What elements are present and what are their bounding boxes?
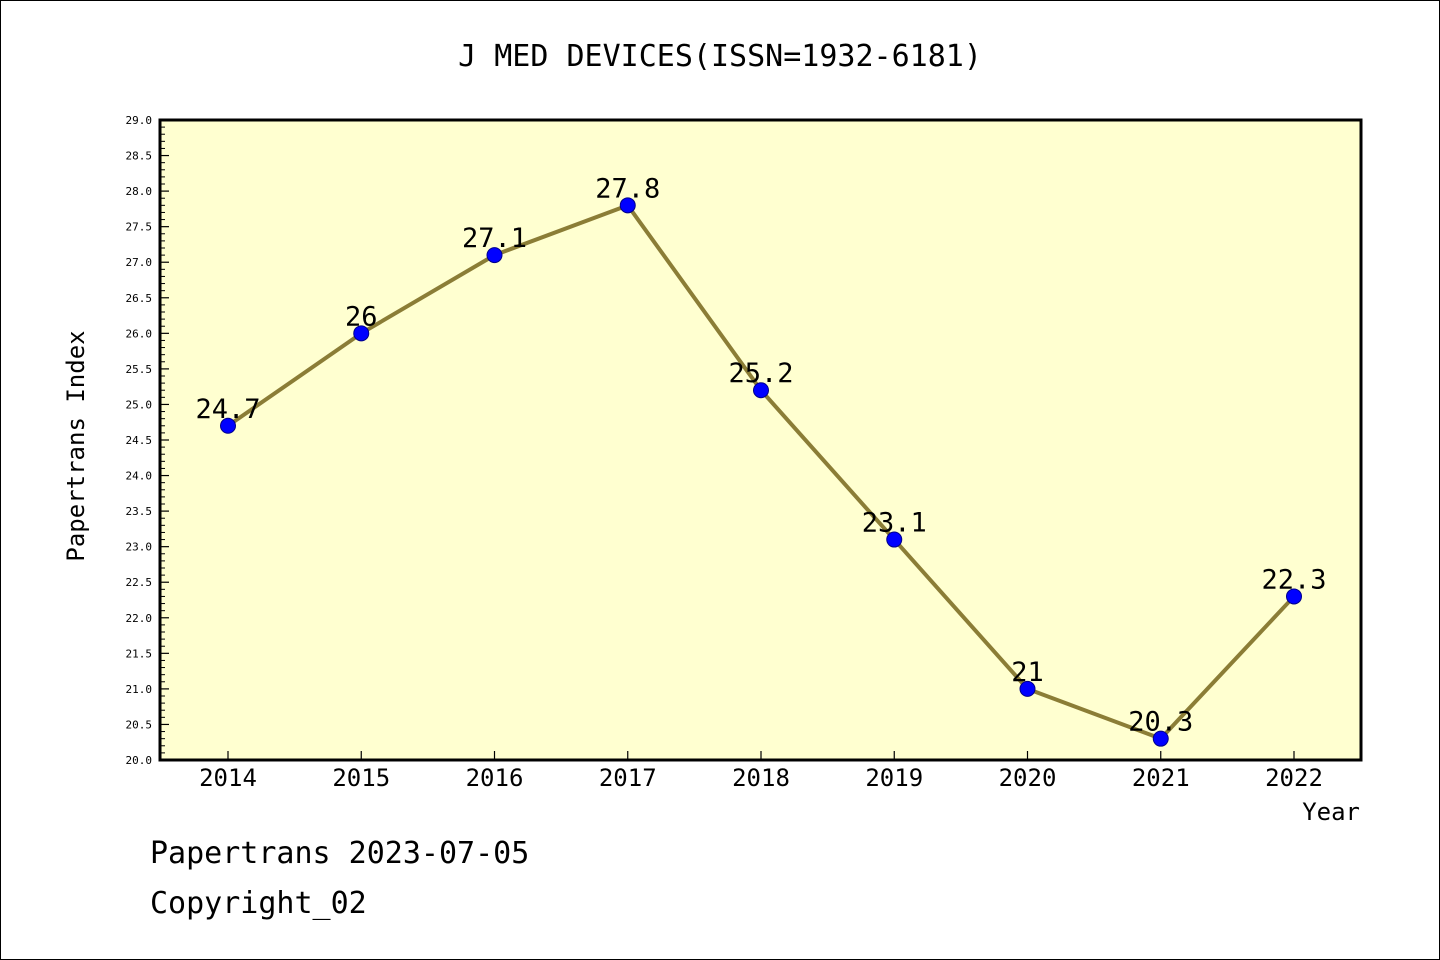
y-axis-ticks: 20.0 20.5 21.0 21.5 22.0 22.5 23.0 23.5 24.0 24.5… — [126, 114, 169, 767]
x-tick-label: 2017 — [599, 764, 657, 792]
footer-copyright-text: Copyright_02 — [150, 886, 367, 921]
y-tick-label: 26.0 — [126, 327, 153, 340]
data-point-marker — [1152, 730, 1169, 747]
y-tick-label: 21.5 — [126, 647, 153, 660]
data-point-marker — [886, 531, 903, 548]
y-tick-label: 24.5 — [126, 434, 153, 447]
data-point-marker — [220, 417, 236, 434]
x-tick-label: 2018 — [732, 764, 790, 792]
plot-border — [158, 118, 1363, 762]
y-tick-label: 20.0 — [126, 754, 153, 767]
data-point-marker — [753, 382, 769, 399]
data-point-marker — [619, 197, 636, 214]
y-tick-label: 21.0 — [126, 683, 153, 696]
y-axis-label: Papertrans Index — [62, 330, 90, 561]
y-tick-label: 28.0 — [126, 185, 153, 198]
data-point-label: 21 — [1011, 657, 1044, 688]
x-tick-label: 2016 — [466, 764, 524, 792]
y-tick-label: 27.0 — [126, 256, 153, 269]
x-tick-label: 2020 — [999, 764, 1057, 792]
data-point-label: 27.1 — [462, 223, 527, 254]
y-tick-label: 23.0 — [126, 541, 153, 554]
data-point-label: 26 — [345, 301, 378, 332]
y-tick-label: 26.5 — [126, 292, 153, 305]
data-point-marker — [353, 325, 370, 342]
series-group: 24.7 26 27.1 27.8 25.2 23.1 21 20.3 22.3 — [195, 173, 1327, 747]
y-tick-label: 22.0 — [126, 612, 153, 625]
x-tick-label: 2015 — [332, 764, 390, 792]
y-tick-label: 20.5 — [126, 718, 153, 731]
data-point-marker — [1019, 680, 1036, 697]
x-tick-label: 2019 — [865, 764, 923, 792]
data-point-label: 20.3 — [1128, 707, 1193, 738]
y-tick-label: 29.0 — [126, 114, 153, 127]
data-point-label: 23.1 — [862, 508, 927, 539]
data-point-marker — [1286, 588, 1302, 605]
data-point-marker — [486, 247, 503, 264]
y-tick-label: 27.5 — [126, 221, 153, 234]
data-point-label: 22.3 — [1261, 564, 1326, 595]
y-tick-label: 28.5 — [126, 150, 153, 163]
x-axis-label: Year — [1302, 798, 1360, 826]
y-tick-label: 25.5 — [126, 363, 153, 376]
footer-date-text: Papertrans 2023-07-05 — [150, 836, 530, 871]
data-point-label: 27.8 — [595, 173, 660, 204]
data-point-label: 25.2 — [728, 358, 793, 389]
y-tick-label: 23.5 — [126, 505, 153, 518]
chart-title: J MED DEVICES(ISSN=1932-6181) — [458, 39, 982, 74]
data-point-label: 24.7 — [195, 394, 260, 425]
y-tick-label: 22.5 — [126, 576, 153, 589]
y-tick-label: 24.0 — [126, 470, 153, 483]
x-tick-label: 2021 — [1132, 764, 1190, 792]
y-tick-label: 25.0 — [126, 398, 153, 411]
x-axis-ticks: 2014 2015 2016 2017 2018 2019 2020 2021 2022 — [199, 751, 1323, 792]
x-tick-label: 2022 — [1265, 764, 1323, 792]
x-tick-label: 2014 — [199, 764, 257, 792]
plot-area — [160, 120, 1361, 760]
